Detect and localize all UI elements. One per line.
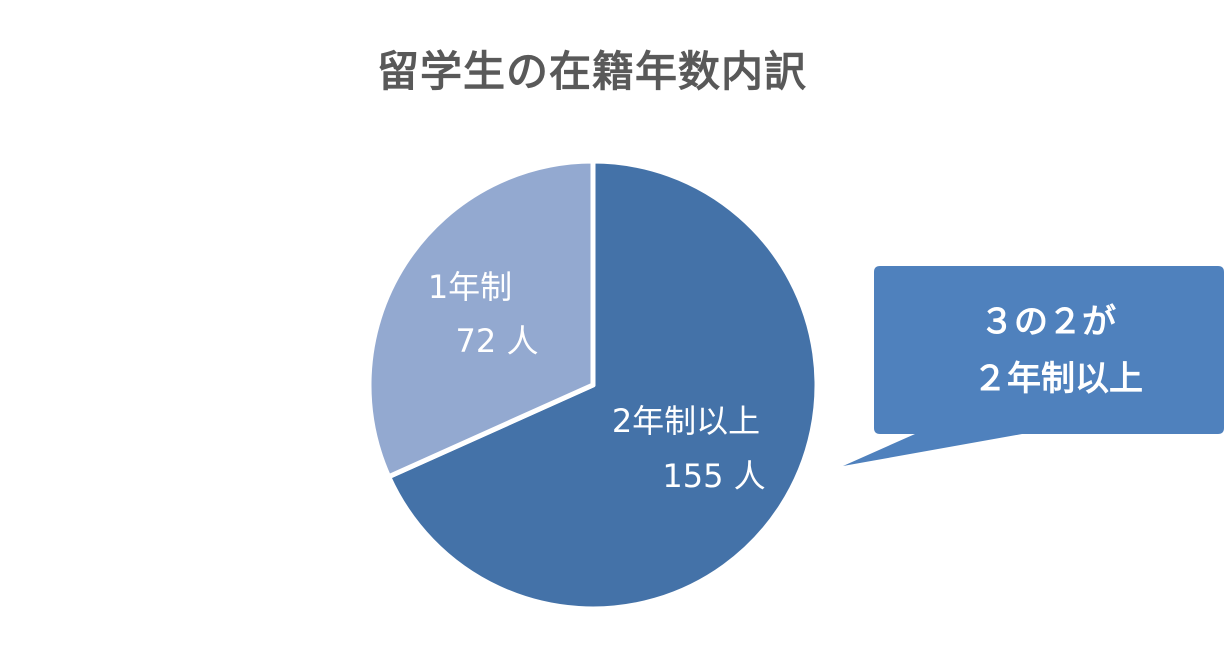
annotation-callout: ３の２が ２年制以上	[843, 266, 1224, 466]
chart-title: 留学生の在籍年数内訳	[376, 47, 807, 96]
pie-slice-2	[366, 158, 596, 480]
slice-value-2yr: 155 人	[662, 457, 765, 495]
slice-label-2yr: 2年制以上 155 人	[612, 402, 766, 495]
pie-slices	[366, 158, 820, 612]
slice-value-1yr: 72 人	[456, 322, 539, 360]
callout-shape	[843, 266, 1224, 466]
pie-slice-1	[386, 158, 820, 612]
slice-name-1yr: 1年制	[428, 268, 512, 306]
slice-label-1yr: 1年制 72 人	[428, 268, 539, 360]
callout-line-2: ２年制以上	[973, 359, 1143, 399]
slice-name-2yr: 2年制以上	[612, 402, 760, 440]
callout-line-1: ３の２が	[980, 302, 1116, 342]
